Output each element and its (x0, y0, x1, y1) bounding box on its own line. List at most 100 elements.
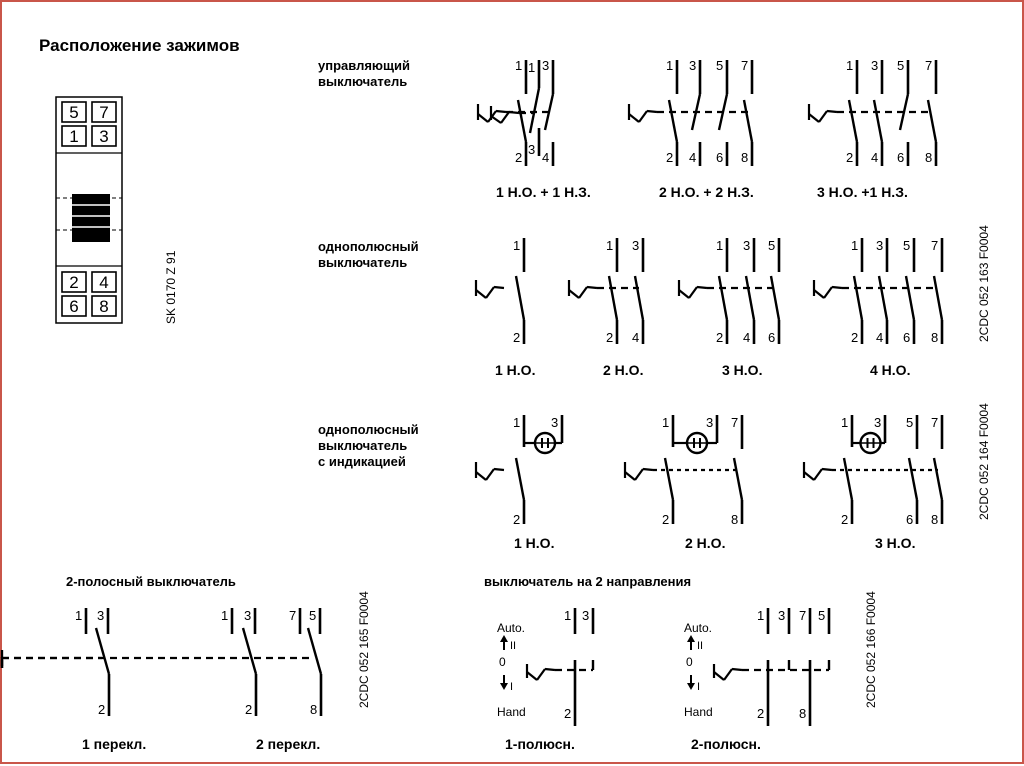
switch-position-label: I (510, 681, 513, 693)
actuator-handle (821, 467, 833, 472)
contact-blade (607, 275, 619, 321)
actuator-handle (638, 110, 648, 123)
pin-number: 6 (906, 512, 913, 527)
actuator-handle (831, 285, 843, 290)
switch-position-label: 0 (499, 655, 506, 669)
pin-number: 7 (931, 415, 938, 430)
actuator-handle (624, 471, 636, 481)
terminal-number: 1 (69, 127, 78, 146)
pin-number: 3 (97, 608, 104, 623)
pin-number: 8 (741, 150, 748, 165)
terminal-number: 3 (99, 127, 108, 146)
switch-position-label: II (697, 640, 703, 652)
actuator-handle (696, 285, 708, 290)
pin-number: 8 (931, 330, 938, 345)
contact-blade (744, 275, 756, 321)
actuator-handle (808, 113, 820, 123)
contact-blade (633, 275, 645, 321)
actuator-handle (477, 113, 489, 123)
pin-number: 6 (716, 150, 723, 165)
actuator-handle (485, 286, 495, 299)
pin-number: 3 (871, 58, 878, 73)
terminal-block: 5 7 1 3 2 4 6 8 (55, 96, 123, 324)
page-title: Расположение зажимов (39, 36, 240, 55)
contact-blade (877, 275, 889, 321)
pin-number: 5 (903, 238, 910, 253)
pin-number: 3 (876, 238, 883, 253)
contact-blade (690, 93, 702, 131)
pin-number: 5 (716, 58, 723, 73)
pin-number: 1 (666, 58, 673, 73)
caption-control-switch: управляющий выключатель (318, 58, 410, 90)
pin-number: 8 (799, 706, 806, 721)
pin-number: 2 (513, 330, 520, 345)
contact-blade (932, 457, 944, 501)
pin-number: 4 (542, 150, 549, 165)
actuator-handle (813, 468, 823, 481)
contact-blade (667, 99, 679, 143)
switch-position-label: I (697, 681, 700, 693)
terminal-cell (61, 295, 87, 317)
label-i3: 3 Н.О. (875, 535, 916, 551)
actuator-handle (803, 471, 815, 481)
actuator-handle (544, 667, 556, 672)
label-w1: 1-полюсн. (505, 736, 575, 752)
terminal-number: 4 (99, 273, 108, 292)
contact-blade (926, 99, 938, 143)
pin-number: 3 (542, 58, 549, 73)
pin-number: 6 (897, 150, 904, 165)
actuator-handle (646, 109, 658, 114)
actuator-handle (475, 289, 487, 299)
caption-line: выключатель (318, 438, 408, 453)
actuator-handle (688, 286, 698, 299)
pin-number: 7 (925, 58, 932, 73)
terminal-cell (91, 101, 117, 123)
pin-number: 7 (741, 58, 748, 73)
actuator-handle (628, 113, 640, 123)
switch-position-label: Auto. (497, 621, 525, 635)
pin-number: 4 (689, 150, 696, 165)
pin-number: 1 (662, 415, 669, 430)
contact-blade (847, 99, 859, 143)
actuator-handle (493, 467, 505, 472)
contact-blade (717, 93, 729, 131)
terminal-cell (91, 295, 117, 317)
terminal-cell (91, 125, 117, 147)
pin-number: 2 (662, 512, 669, 527)
actuator-handle (723, 668, 733, 681)
pin-number: 2 (757, 706, 764, 721)
pin-number: 1 (515, 58, 522, 73)
pin-number: 8 (931, 512, 938, 527)
pin-number: 3 (551, 415, 558, 430)
contact-blade (241, 627, 258, 675)
switch-position-label: II (510, 640, 516, 652)
pin-number: 2 (515, 150, 522, 165)
pin-number: 2 (98, 702, 105, 717)
pin-number: 4 (876, 330, 883, 345)
pin-number: 5 (897, 58, 904, 73)
pin-number: 2 (846, 150, 853, 165)
caption-line: с индикацией (318, 454, 406, 469)
pin-number: 5 (906, 415, 913, 430)
terminal-number: 2 (69, 273, 78, 292)
actuator-handle (826, 109, 838, 114)
contact-blade (872, 99, 884, 143)
contact-blade (732, 457, 744, 501)
actuator-handle (813, 289, 825, 299)
pin-number: 2 (716, 330, 723, 345)
contact-blade (932, 275, 944, 321)
arrow-down-icon (500, 683, 508, 690)
pin-number: 3 (582, 608, 589, 623)
actuator-handle (495, 109, 507, 114)
label-s3: 3 Н.О. (722, 362, 763, 378)
pin-number: 5 (818, 608, 825, 623)
actuator-handle (526, 671, 538, 681)
pin-number: 2 (245, 702, 252, 717)
caption-line: однополюсный (318, 422, 419, 437)
pin-number: 2 (606, 330, 613, 345)
actuator-handle (731, 667, 743, 672)
actuator-handle (642, 467, 654, 472)
switch-position-label: Hand (684, 705, 713, 719)
terminal-cell (91, 271, 117, 293)
